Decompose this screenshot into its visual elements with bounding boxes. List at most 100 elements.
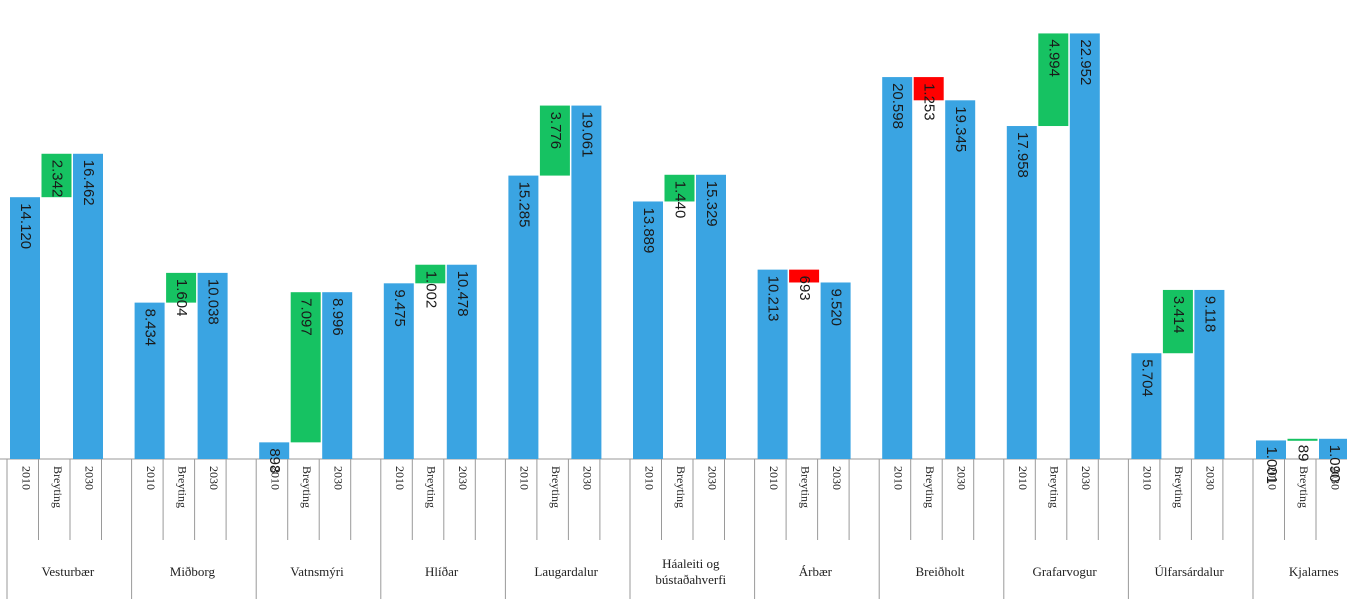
data-label-2010-mi-borg: 8.434 <box>142 309 159 347</box>
data-label-2010-arb-r: 10.213 <box>765 276 782 322</box>
group-vatnsmyri: 898 7.097 8.996 2010 Breyting 2030 Vatnsmýri <box>255 292 353 599</box>
bar-2030-vatnsmyri <box>322 292 353 459</box>
category-label-ulfarsardalur: Úlfarsárdalur <box>1155 564 1225 579</box>
tick-label-2030-vatnsmyri: 2030 <box>331 466 345 490</box>
tick-label-2010-vesturb-r: 2010 <box>19 466 33 490</box>
bar-2030-hli-ar <box>446 264 477 459</box>
data-label-breyting-mi-borg: 1.604 <box>173 279 190 317</box>
bar-2030-mi-borg <box>197 272 228 459</box>
data-label-2030-kjalarnes: 1.090 <box>1326 445 1343 483</box>
tick-label-2030-haaleiti-og-busta-ahverfi: 2030 <box>705 466 719 490</box>
bar-breyting-arb-r <box>789 269 820 283</box>
tick-label-2030-kjalarnes: 2030 <box>1328 466 1342 490</box>
group-brei-holt: 20.598 1.253 19.345 2010 Breyting 2030 Breiðho… <box>878 77 976 599</box>
bar-2030-vesturb-r <box>73 153 103 459</box>
data-label-breyting-haaleiti-og-busta-ahverfi: 1.440 <box>672 181 689 219</box>
tick-label-breyting-laugardalur: Breyting <box>549 466 563 508</box>
bar-breyting-hli-ar <box>415 264 446 284</box>
data-label-2030-haaleiti-og-busta-ahverfi: 15.329 <box>703 181 720 227</box>
group-hli-ar: 9.475 1.002 10.478 2010 Breyting 2030 Hlíðar <box>380 264 477 599</box>
bar-2010-arb-r <box>757 269 788 459</box>
tick-label-breyting-haaleiti-og-busta-ahverfi: Breyting <box>674 466 688 508</box>
group-ulfarsardalur: 5.704 3.414 9.118 2010 Breyting 2030 Úlfarsárd… <box>1127 289 1225 599</box>
tick-label-breyting-hli-ar: Breyting <box>425 466 439 508</box>
category-label-vesturb-r: Vesturbær <box>41 564 94 579</box>
bar-2010-vatnsmyri <box>259 442 290 459</box>
tick-label-breyting-vatnsmyri: Breyting <box>300 466 314 508</box>
data-label-breyting-grafarvogur: 4.994 <box>1045 39 1062 77</box>
tick-label-2030-arb-r: 2030 <box>830 466 844 490</box>
data-label-2030-arb-r: 9.520 <box>828 288 845 326</box>
category-label-kjalarnes: Kjalarnes <box>1289 564 1339 579</box>
bar-2010-brei-holt <box>882 77 913 460</box>
tick-label-2030-ulfarsardalur: 2030 <box>1204 466 1218 490</box>
tick-label-breyting-kjalarnes: Breyting <box>1297 466 1311 508</box>
bar-breyting-vesturb-r <box>41 153 72 198</box>
group-arb-r: 10.213 693 9.520 2010 Breyting 2030 Árbær <box>754 269 851 599</box>
bar-2010-kjalarnes <box>1256 440 1286 459</box>
data-label-2030-grafarvogur: 22.952 <box>1077 39 1094 85</box>
data-label-breyting-vesturb-r: 2.342 <box>49 160 66 198</box>
bar-2010-ulfarsardalur <box>1131 353 1162 459</box>
bar-2010-haaleiti-og-busta-ahverfi <box>633 201 663 459</box>
bar-2030-ulfarsardalur <box>1194 289 1225 459</box>
tick-label-2030-vesturb-r: 2030 <box>82 466 96 490</box>
tick-label-2010-kjalarnes: 2010 <box>1265 466 1279 490</box>
tick-label-2030-mi-borg: 2030 <box>207 466 221 490</box>
tick-label-2010-arb-r: 2010 <box>767 466 781 490</box>
tick-label-breyting-grafarvogur: Breyting <box>1048 466 1062 508</box>
data-label-breyting-laugardalur: 3.776 <box>547 112 564 150</box>
tick-label-2010-mi-borg: 2010 <box>144 466 158 490</box>
category-label-mi-borg: Miðborg <box>170 564 216 579</box>
category-label-vatnsmyri: Vatnsmýri <box>290 564 344 579</box>
group-grafarvogur: 17.958 4.994 22.952 2010 Breyting 2030 Grafarv… <box>1003 33 1100 599</box>
data-label-breyting-kjalarnes: 89 <box>1295 445 1312 462</box>
data-label-breyting-brei-holt: 1.253 <box>921 83 938 121</box>
category-label-brei-holt: Breiðholt <box>915 564 964 579</box>
tick-label-2010-grafarvogur: 2010 <box>1016 466 1030 490</box>
tick-label-breyting-brei-holt: Breyting <box>923 466 937 508</box>
data-label-breyting-ulfarsardalur: 3.414 <box>1170 296 1187 334</box>
bar-breyting-ulfarsardalur <box>1162 289 1193 354</box>
bar-breyting-kjalarnes <box>1287 438 1318 441</box>
data-label-2030-laugardalur: 19.061 <box>578 112 595 158</box>
tick-label-2010-vatnsmyri: 2010 <box>268 466 282 490</box>
bar-2030-kjalarnes <box>1319 438 1347 459</box>
group-mi-borg: 8.434 1.604 10.038 2010 Breyting 2030 Miðborg <box>131 272 228 599</box>
data-label-breyting-arb-r: 693 <box>796 276 813 301</box>
data-label-breyting-vatnsmyri: 7.097 <box>298 298 315 336</box>
bar-2030-arb-r <box>820 282 851 459</box>
category-label-laugardalur: Laugardalur <box>534 564 598 579</box>
data-label-2030-vesturb-r: 16.462 <box>80 160 97 206</box>
bar-breyting-haaleiti-og-busta-ahverfi <box>664 174 695 202</box>
tick-label-breyting-vesturb-r: Breyting <box>51 466 65 508</box>
data-label-2010-kjalarnes: 1.001 <box>1263 446 1280 484</box>
tick-label-2010-hli-ar: 2010 <box>393 466 407 490</box>
tick-label-2030-laugardalur: 2030 <box>581 466 595 490</box>
data-label-breyting-hli-ar: 1.002 <box>422 271 439 309</box>
tick-label-2030-grafarvogur: 2030 <box>1079 466 1093 490</box>
group-laugardalur: 15.285 3.776 19.061 2010 Breyting 2030 Laugard… <box>504 105 602 599</box>
category-label-arb-r: Árbær <box>799 564 833 579</box>
bar-2030-brei-holt <box>945 100 976 459</box>
group-haaleiti-og-busta-ahverfi: 13.889 1.440 15.329 2010 Breyting 2030 Háaleit… <box>629 174 727 599</box>
tick-label-2030-brei-holt: 2030 <box>954 466 968 490</box>
category-label-hli-ar: Hlíðar <box>425 564 459 579</box>
data-label-2010-vesturb-r: 14.120 <box>17 203 34 249</box>
bar-2030-laugardalur <box>571 105 602 459</box>
tick-label-2010-haaleiti-og-busta-ahverfi: 2010 <box>642 466 656 490</box>
tick-label-2010-brei-holt: 2010 <box>891 466 905 490</box>
bar-breyting-laugardalur <box>539 105 570 176</box>
bar-breyting-grafarvogur <box>1038 33 1069 127</box>
data-label-2030-brei-holt: 19.345 <box>952 106 969 152</box>
data-label-2030-vatnsmyri: 8.996 <box>329 298 346 336</box>
bar-2010-hli-ar <box>383 283 414 459</box>
tick-label-2010-ulfarsardalur: 2010 <box>1141 466 1155 490</box>
bar-2010-laugardalur <box>508 175 539 459</box>
data-label-2010-hli-ar: 9.475 <box>391 289 408 327</box>
bar-breyting-mi-borg <box>166 272 197 303</box>
data-label-2030-ulfarsardalur: 9.118 <box>1201 296 1218 332</box>
data-label-2010-haaleiti-og-busta-ahverfi: 13.889 <box>640 207 657 253</box>
data-label-2010-grafarvogur: 17.958 <box>1014 132 1031 178</box>
